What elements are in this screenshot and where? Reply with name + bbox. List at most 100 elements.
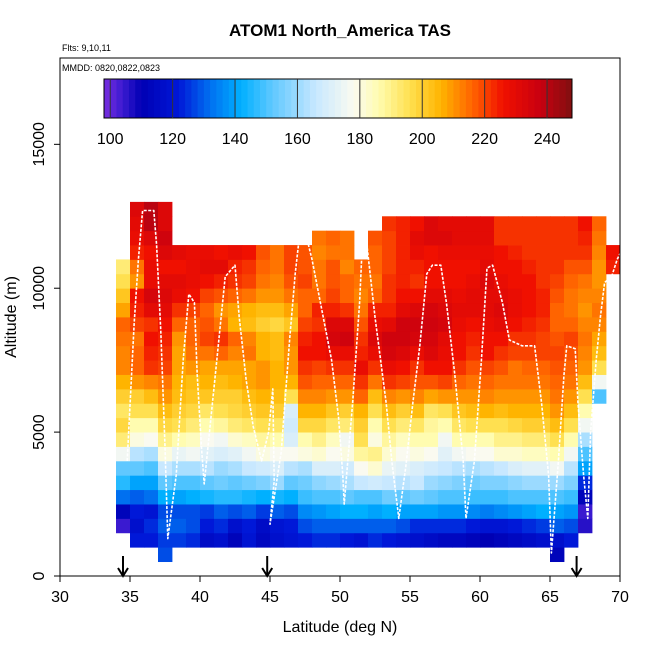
colorbar-swatch	[428, 79, 436, 118]
plot-frame	[59, 57, 621, 577]
heatmap-cell	[410, 230, 425, 246]
heatmap-cell	[410, 245, 425, 260]
colorbar-swatch	[522, 79, 529, 118]
heatmap-cell	[466, 245, 481, 260]
heatmap-cell	[172, 273, 187, 289]
heatmap-cell	[494, 273, 509, 289]
heatmap-cell	[312, 504, 327, 519]
heatmap-cell	[130, 345, 145, 361]
y-tick-label: 10000	[31, 266, 48, 311]
heatmap-cell	[424, 216, 439, 232]
heatmap-cell	[312, 403, 327, 419]
heatmap-cell	[214, 489, 229, 505]
heatmap-cell	[494, 331, 509, 347]
heatmap-cell	[368, 446, 383, 462]
heatmap-cell	[144, 489, 159, 505]
heatmap-cell	[550, 216, 565, 232]
heatmap-cell	[186, 460, 201, 476]
heatmap-cell	[438, 317, 453, 332]
heatmap-cell	[354, 460, 369, 476]
heatmap-cell	[368, 489, 383, 505]
heatmap-cell	[284, 374, 299, 390]
heatmap-cell	[410, 532, 425, 548]
heatmap-cell	[508, 446, 523, 462]
heatmap-cell	[368, 460, 383, 476]
axes: 30 35 40 45 50 55 60 65 70 0 5000 10000 15000	[31, 122, 629, 606]
heatmap-cell	[522, 302, 537, 318]
heatmap-cell	[158, 216, 173, 232]
heatmap-cell	[522, 259, 537, 275]
heatmap-cell	[326, 345, 341, 361]
heatmap-cell	[522, 360, 537, 375]
heatmap-cell	[158, 504, 173, 519]
heatmap-cell	[410, 388, 425, 404]
heatmap-cell	[550, 345, 565, 361]
heatmap-cell	[410, 259, 425, 275]
heatmap-cell	[494, 302, 509, 318]
colorbar-swatch	[203, 79, 211, 118]
heatmap-cell	[186, 532, 201, 548]
heatmap-cell	[424, 460, 439, 476]
heatmap-cell	[326, 460, 341, 476]
heatmap-cell	[158, 288, 173, 304]
colorbar-swatch	[384, 79, 392, 118]
heatmap-cell	[256, 504, 271, 519]
heatmap-cell	[312, 417, 327, 433]
heatmap-cell	[256, 345, 271, 361]
heatmap-cell	[284, 360, 299, 375]
heatmap-cell	[508, 331, 523, 347]
heatmap-cell	[550, 417, 565, 433]
heatmap-cell	[200, 504, 215, 519]
heatmap-cell	[578, 403, 593, 419]
colorbar-swatch	[260, 79, 267, 118]
heatmap-cell	[410, 446, 425, 462]
heatmap-cell	[158, 273, 173, 289]
colorbar-frame	[103, 78, 573, 119]
colorbar-swatch	[397, 79, 405, 118]
heatmap-cell	[564, 273, 579, 289]
heatmap-cell	[466, 446, 481, 462]
heatmap-cell	[452, 432, 467, 447]
heatmap-cell	[284, 388, 299, 404]
heatmap-cell	[536, 259, 551, 275]
heatmap-cell	[270, 273, 285, 289]
heatmap-cell	[158, 230, 173, 246]
heatmap-cell	[242, 518, 257, 534]
heatmap-cell	[396, 532, 411, 548]
heatmap-cell	[452, 475, 467, 491]
heatmap-cell	[452, 403, 467, 419]
colorbar-swatch	[128, 79, 136, 118]
heatmap-cell	[298, 317, 313, 332]
heatmap-cell	[564, 518, 579, 534]
heatmap-cell	[536, 273, 551, 289]
heatmap-cell	[410, 216, 425, 232]
heatmap-cell	[214, 504, 229, 519]
heatmap-cell	[536, 317, 551, 332]
heatmap-cell	[466, 403, 481, 419]
heatmap-cell	[592, 273, 607, 289]
heatmap-cell	[116, 504, 131, 519]
heatmap-cell	[130, 360, 145, 375]
colorbar-swatch	[241, 79, 249, 118]
heatmap-cell	[298, 475, 313, 491]
heatmap-cell	[214, 475, 229, 491]
heatmap-cell	[312, 245, 327, 260]
heatmap-cell	[130, 388, 145, 404]
heatmap-cell	[396, 432, 411, 447]
heatmap-cell	[214, 532, 229, 548]
heatmap-cell	[270, 504, 285, 519]
heatmap-cell	[200, 475, 215, 491]
heatmap-cell	[340, 345, 355, 361]
heatmap-cell	[242, 460, 257, 476]
heatmap-cell	[270, 302, 285, 318]
heatmap-cell	[410, 374, 425, 390]
heatmap-cell	[284, 245, 299, 260]
heatmap-cell	[326, 273, 341, 289]
heatmap-cell	[354, 374, 369, 390]
heatmap-cell	[466, 345, 481, 361]
heatmap-cell	[522, 230, 537, 246]
heatmap-cell	[284, 504, 299, 519]
heatmap-cell	[256, 273, 271, 289]
heatmap-cell	[550, 245, 565, 260]
colorbar-swatch	[222, 79, 230, 118]
